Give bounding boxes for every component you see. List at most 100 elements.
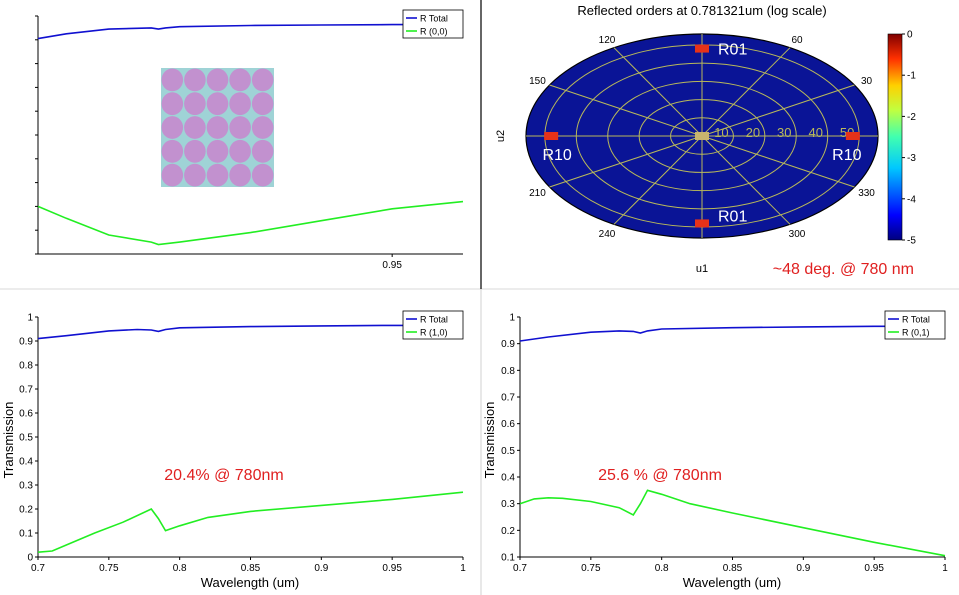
bottom-right-annotation: 25.6 % @ 780nm (598, 467, 722, 484)
y-tick-label: 0.1 (501, 553, 515, 564)
polar-spoke (549, 84, 703, 137)
y-tick-label: 1 (509, 313, 515, 324)
disc (161, 163, 184, 187)
x-tick-label: 0.9 (314, 563, 328, 574)
disc-array-inset (161, 68, 274, 187)
y-tick-label: 0.2 (19, 505, 33, 516)
colorbar: 0 -1 -2 -3 -4 -5 (887, 30, 916, 247)
bottom-right-ylabel: Transmission (482, 402, 497, 479)
y-tick-label: 0.8 (19, 361, 33, 372)
disc (184, 92, 206, 116)
colorbar-gradient (887, 33, 903, 241)
disc (161, 92, 184, 116)
series-line-r-order (37, 200, 464, 246)
bottom-right-axes: 0.1 0.2 0.3 0.4 0.5 0.6 0.7 0.8 0.9 1 0.7 0.75 0.8 0.… (501, 313, 948, 575)
polar-spoke (701, 47, 791, 137)
legend-box (884, 310, 946, 340)
legend-box (402, 9, 464, 39)
legend-entry: R Total (420, 14, 448, 24)
panel-top-left: 0.95 R Total R (0,0) (35, 9, 464, 271)
y-tick-label: 0.5 (19, 433, 33, 444)
panel-polar: Reflected orders at 0.781321um (log scal… (495, 3, 916, 278)
y-tick-label: 0.7 (501, 393, 515, 404)
x-tick-label: 0.8 (655, 563, 669, 574)
radial-label: 30 (777, 125, 791, 140)
angle-label: 300 (789, 229, 806, 240)
y-tick-label: 0.6 (19, 409, 33, 420)
polar-spoke (613, 47, 703, 137)
colorbar-label: -3 (907, 153, 916, 164)
radial-label: 20 (746, 125, 760, 140)
legend-entry: R (0,0) (420, 27, 448, 37)
disc (184, 68, 206, 92)
series-line-r-total (37, 23, 463, 40)
bottom-left-ylabel: Transmission (1, 402, 16, 479)
polar-ylabel: u2 (495, 130, 507, 142)
y-tick-label: 0.6 (501, 419, 515, 430)
y-tick-label: 0.3 (501, 499, 515, 510)
order-spot-r01 (695, 219, 709, 228)
polar-spoke (613, 135, 703, 225)
series-line-r-total (37, 324, 463, 340)
polar-plot: 10203040501206015030210330240300R01R01R1… (525, 33, 879, 240)
order-label-r10: R10 (832, 147, 861, 164)
legend-entry: R Total (420, 315, 448, 325)
disc (161, 68, 184, 92)
y-tick-label: 0.1 (19, 529, 33, 540)
bottom-left-legend: R Total R (1,0) (402, 310, 464, 340)
order-label-r01: R01 (718, 42, 747, 59)
disc (251, 139, 274, 163)
disc (251, 92, 274, 116)
x-tick-label: 0.8 (173, 563, 187, 574)
polar-xlabel: u1 (696, 263, 708, 275)
y-tick-label: 0.4 (501, 473, 515, 484)
disc (161, 116, 184, 139)
top-left-axes: 0.95 (35, 15, 463, 271)
disc (229, 68, 251, 92)
polar-spoke (701, 135, 791, 225)
x-tick-label: 0.85 (241, 563, 261, 574)
disc (184, 139, 206, 163)
y-tick-label: 0.9 (19, 337, 33, 348)
colorbar-label: -1 (907, 71, 916, 82)
disc (184, 116, 206, 139)
x-tick-label: 1 (942, 563, 948, 574)
bottom-left-series (37, 324, 464, 553)
colorbar-label: 0 (907, 30, 913, 41)
zero-order-spot (695, 132, 709, 140)
polar-title: Reflected orders at 0.781321um (log scal… (577, 3, 826, 18)
legend-entry: R (1,0) (420, 328, 448, 338)
disc (206, 139, 229, 163)
series-line-r-order (519, 489, 946, 557)
polar-spoke (701, 135, 855, 188)
disc (229, 92, 251, 116)
angle-label: 210 (529, 188, 546, 199)
x-tick-label: 0.75 (581, 563, 601, 574)
polar-spoke (549, 135, 703, 188)
disc (251, 163, 274, 187)
bottom-right-xlabel: Wavelength (um) (683, 575, 782, 590)
colorbar-label: -5 (907, 236, 916, 247)
x-tick-label: 0.85 (723, 563, 743, 574)
x-tick-label: 1 (460, 563, 466, 574)
disc (229, 139, 251, 163)
x-tick-label: 0.9 (796, 563, 810, 574)
disc (184, 163, 206, 187)
y-tick-label: 0.2 (501, 526, 515, 537)
y-tick-label: 0 (27, 553, 33, 564)
x-tick-label: 0.7 (31, 563, 45, 574)
colorbar-label: -4 (907, 194, 916, 205)
colorbar-label: -2 (907, 112, 916, 123)
series-line-r-order (37, 491, 464, 553)
x-tick-label: 0.75 (99, 563, 119, 574)
legend-entry: R Total (902, 315, 930, 325)
order-label-r10: R10 (542, 147, 571, 164)
top-left-series (37, 23, 464, 246)
order-label-r01: R01 (718, 208, 747, 225)
angle-label: 330 (858, 188, 875, 199)
bottom-right-series (519, 325, 946, 557)
x-tick-label: 0.95 (382, 563, 402, 574)
y-tick-label: 0.7 (19, 385, 33, 396)
disc (229, 163, 251, 187)
